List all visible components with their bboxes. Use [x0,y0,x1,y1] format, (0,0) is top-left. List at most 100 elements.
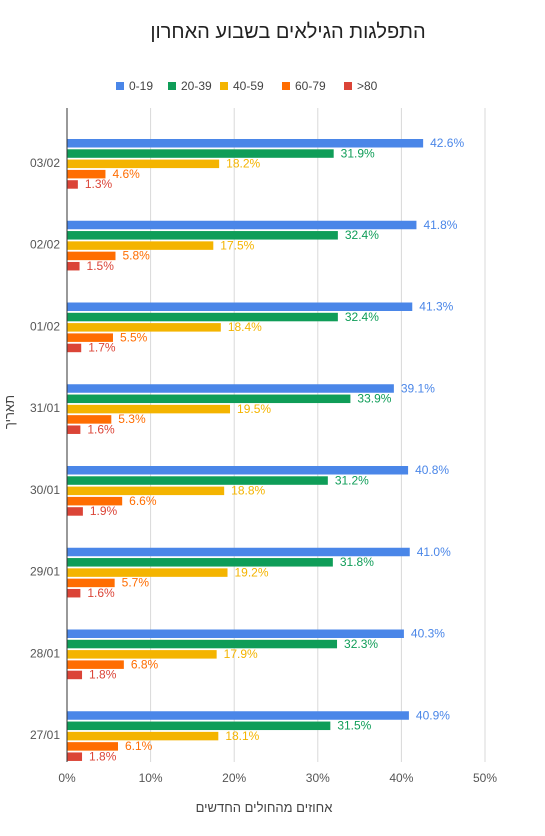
bar [67,731,219,741]
bar [67,670,83,680]
data-label: 1.6% [87,586,115,600]
bar [67,752,83,761]
bar [67,639,338,649]
data-label: 41.3% [419,300,453,314]
data-label: 1.7% [88,341,116,355]
data-label: 17.5% [220,238,254,252]
bar [67,496,123,506]
y-tick-label: 28/01 [30,646,60,660]
data-label: 1.3% [85,177,113,191]
bar [67,312,338,322]
bar [67,323,221,332]
data-label: 32.3% [344,637,378,651]
bar [67,149,334,158]
data-label: 6.8% [131,657,159,671]
data-label: 39.1% [401,381,435,395]
data-label: 19.5% [237,402,271,416]
bar [67,721,331,731]
bar [67,241,214,250]
legend-label: 0-19 [129,79,153,93]
data-label: 5.3% [118,412,146,426]
data-label: 1.8% [89,749,117,763]
bar [67,660,124,669]
data-label: 18.8% [231,484,265,498]
legend-swatch [168,82,176,90]
data-label: 1.5% [87,259,115,273]
bar [67,159,220,169]
data-label: 40.8% [415,463,449,477]
x-tick-label: 20% [222,771,246,785]
chart-title: התפלגות הגילאים בשבוע האחרון [150,21,425,43]
bar [67,466,409,475]
data-label: 33.9% [357,392,391,406]
bar [67,404,231,414]
data-label: 18.2% [226,157,260,171]
legend-swatch [344,82,352,90]
bar [67,384,394,393]
data-label: 4.6% [112,167,140,181]
legend-label: 40-59 [233,79,264,93]
data-label: 5.8% [122,249,150,263]
data-label: 31.8% [340,555,374,569]
bar [67,547,410,557]
legend-label: 20-39 [181,79,212,93]
y-axis-title: תאריך [2,395,17,429]
y-tick-label: 03/02 [30,156,60,170]
bar [67,394,351,404]
data-label: 5.5% [120,330,148,344]
bar [67,302,413,311]
y-tick-label: 27/01 [30,728,60,742]
y-tick-label: 02/02 [30,238,60,252]
legend-swatch [220,82,228,90]
bar [67,251,116,261]
data-label: 19.2% [235,565,269,579]
bar [67,220,417,230]
x-tick-label: 0% [58,771,76,785]
bar [67,578,115,588]
bar [67,507,83,516]
data-label: 1.9% [90,504,118,518]
y-tick-label: 01/02 [30,319,60,333]
data-label: 31.5% [337,719,371,733]
data-label: 42.6% [430,136,464,150]
data-labels: 42.6% 31.9% 18.2% 4.6%1.3% 41.8% 32.4% 17.5% 5.… [85,136,465,763]
data-label: 41.8% [423,218,457,232]
data-label: 40.3% [411,627,445,641]
x-tick-label: 50% [473,771,497,785]
data-label: 32.4% [345,310,379,324]
bar [67,333,113,342]
bar [67,742,118,751]
legend-label: 60-79 [295,79,326,93]
bar [67,180,78,189]
bar [67,169,106,179]
data-label: 17.9% [224,647,258,661]
bar [67,261,80,271]
bar [67,711,409,720]
y-tick-label: 31/01 [30,401,60,415]
data-label: 31.2% [335,473,369,487]
bar [67,650,217,659]
bar [67,343,82,353]
bar [67,231,338,240]
data-label: 32.4% [345,228,379,242]
bar [67,486,225,496]
bar [67,629,404,638]
x-tick-label: 30% [306,771,330,785]
data-label: 18.4% [228,320,262,334]
y-tick-label: 29/01 [30,565,60,579]
y-tick-label: 30/01 [30,483,60,497]
data-label: 6.1% [125,739,153,753]
data-label: 1.8% [89,668,117,682]
bar [67,425,81,434]
data-label: 41.0% [417,545,451,559]
x-axis-title: אחוזים מהחולים החדשים [196,800,333,815]
data-label: 31.9% [341,146,375,160]
bar [67,588,81,598]
legend-swatch [282,82,290,90]
data-label: 5.7% [122,576,150,590]
data-label: 18.1% [225,729,259,743]
legend-swatch [116,82,124,90]
bar [67,568,228,577]
legend: 0-19 20-39 40-59 60-79 >80 [116,79,378,93]
